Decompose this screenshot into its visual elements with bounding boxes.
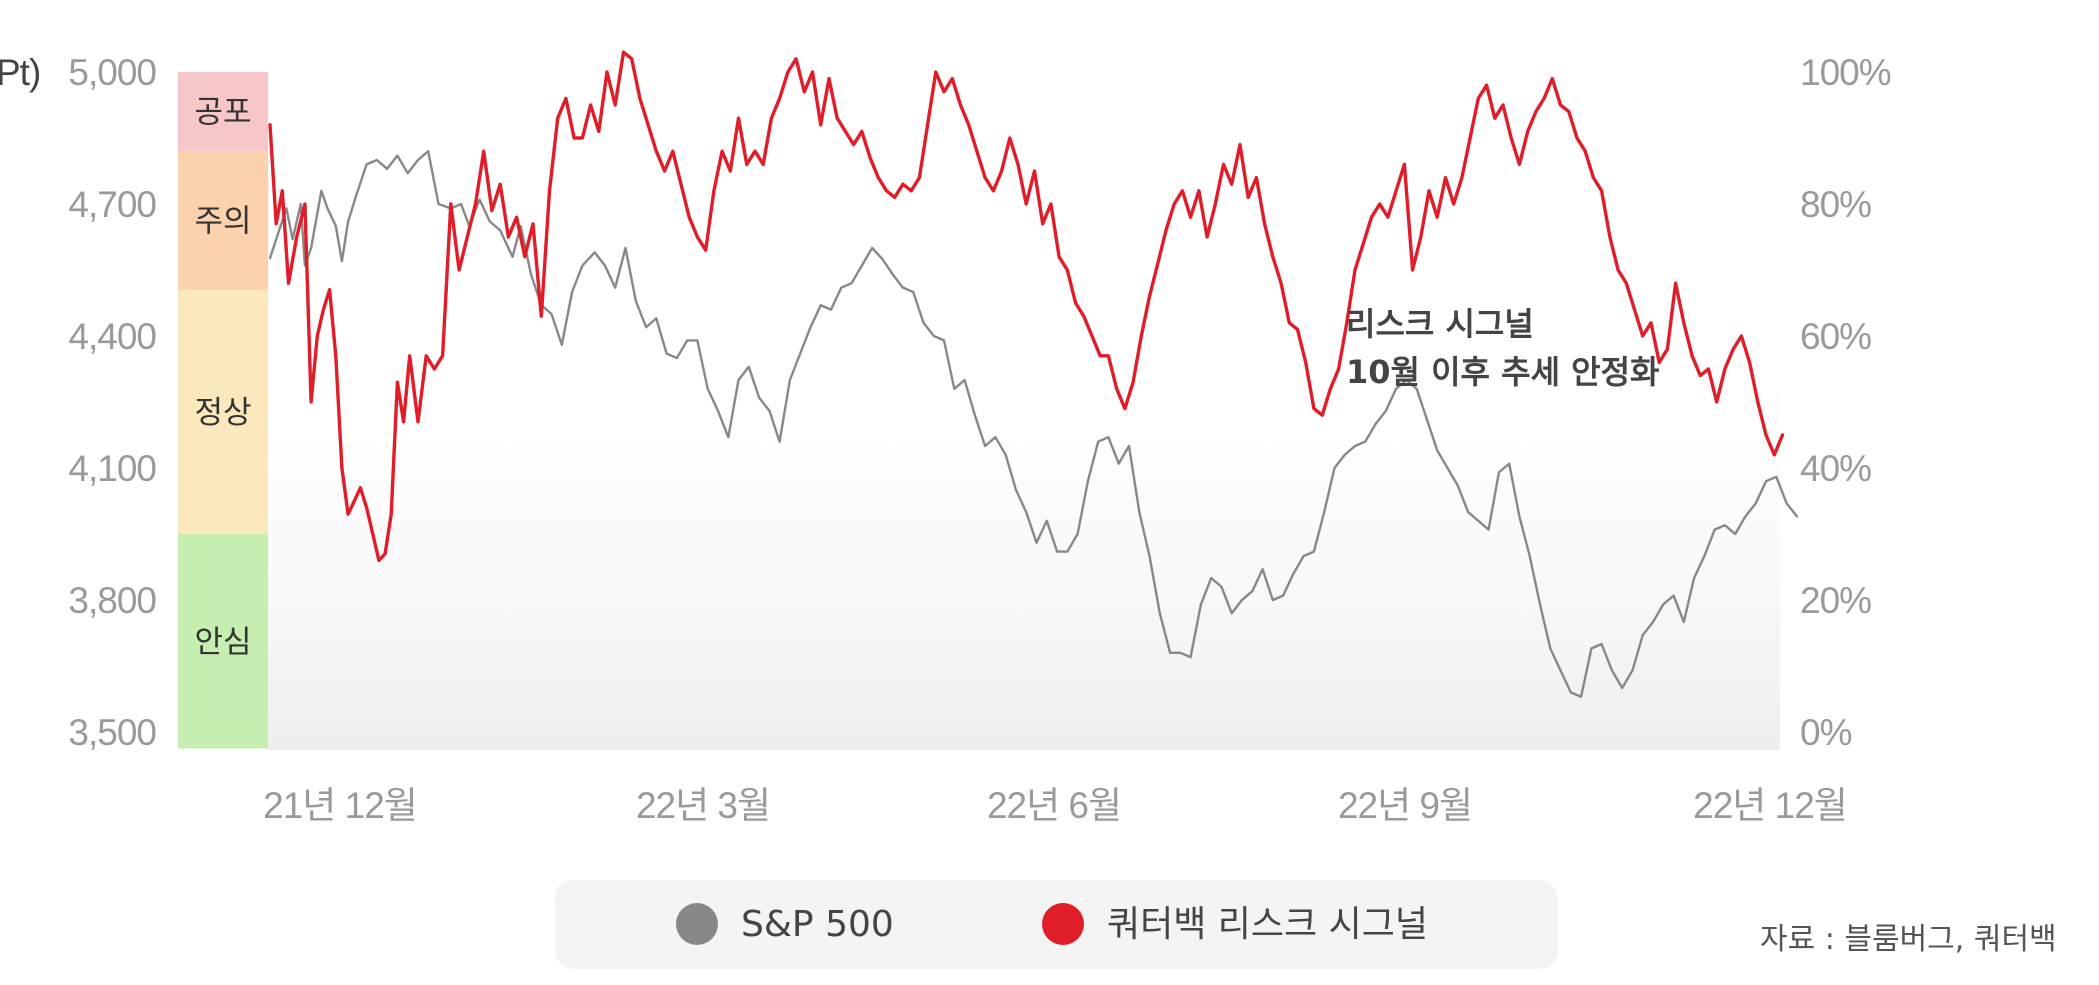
x-axis: 21년 12월 22년 3월 22년 6월 22년 9월 22년 12월 (263, 785, 1848, 826)
annotation: 리스크 시그널 10월 이후 추세 안정화 (1346, 305, 1659, 391)
zone-label-0: 공포 (194, 95, 251, 131)
annotation-line-2: 10월 이후 추세 안정화 (1346, 353, 1659, 391)
x-tick: 21년 12월 (263, 785, 417, 826)
y-left-tick: 4,400 (68, 316, 156, 357)
y-left-unit: Pt) (0, 52, 40, 93)
y-left-tick: 5,000 (68, 52, 156, 93)
zone-2 (178, 289, 268, 534)
y-right-tick: 40% (1800, 448, 1871, 489)
zone-0 (178, 72, 268, 152)
y-axis-left: 5,000 4,700 4,400 4,100 3,800 3,500 (68, 52, 157, 753)
source-note: 자료 : 블룸버그, 쿼터백 (1760, 922, 2057, 957)
legend-label-1: 쿼터백 리스크 시그널 (1107, 904, 1428, 945)
series-lines (268, 50, 1799, 698)
y-right-tick: 80% (1800, 184, 1871, 225)
legend-label-0: S&P 500 (741, 904, 894, 945)
legend-marker-0 (676, 903, 718, 945)
x-tick: 22년 3월 (636, 785, 770, 826)
y-left-tick: 4,700 (68, 184, 156, 225)
plot-background (268, 316, 1780, 750)
y-left-tick: 3,800 (68, 580, 156, 621)
series-line-0 (268, 150, 1799, 698)
legend: S&P 500 쿼터백 리스크 시그널 (676, 903, 1428, 945)
zone-3 (178, 534, 268, 749)
x-tick: 22년 9월 (1338, 785, 1472, 826)
zone-label-3: 안심 (194, 624, 251, 660)
zone-label-2: 정상 (194, 395, 251, 431)
zone-1 (178, 151, 268, 290)
y-left-tick: 4,100 (68, 448, 156, 489)
zone-label-1: 주의 (194, 204, 251, 240)
x-tick: 22년 6월 (987, 785, 1121, 826)
y-right-tick: 60% (1800, 316, 1871, 357)
y-left-tick: 3,500 (68, 712, 156, 753)
legend-marker-1 (1042, 903, 1084, 945)
y-right-tick: 20% (1800, 580, 1871, 621)
y-right-tick: 100% (1800, 52, 1891, 93)
y-right-tick: 0% (1800, 712, 1852, 753)
annotation-line-1: 리스크 시그널 (1346, 305, 1534, 343)
series-line-1 (268, 50, 1785, 563)
y-axis-right: 100% 80% 60% 40% 20% 0% (1800, 52, 1892, 753)
x-tick: 22년 12월 (1693, 785, 1847, 826)
